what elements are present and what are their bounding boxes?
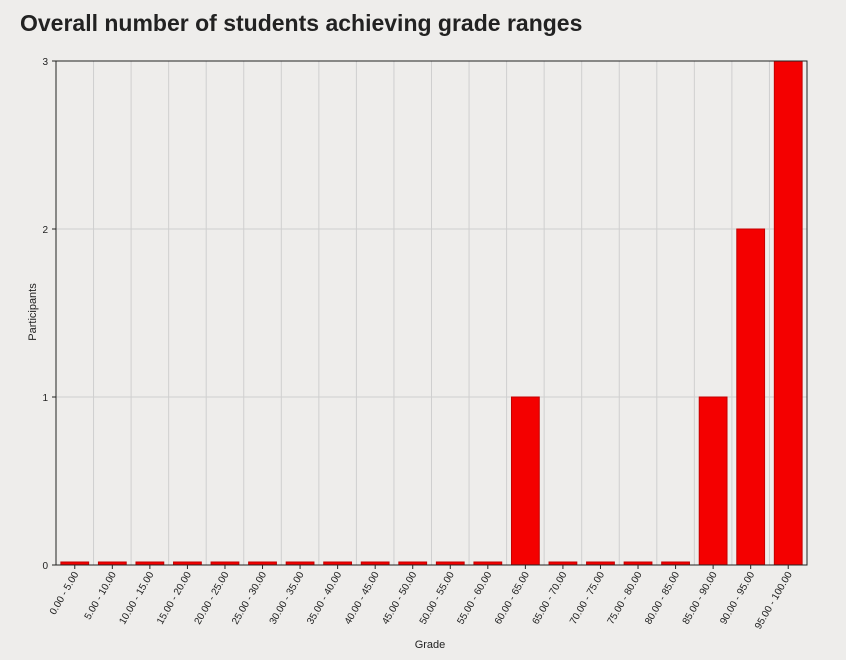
x-tick-label: 0.00 - 5.00 [48,570,82,617]
y-tick-label: 1 [42,393,48,404]
bars [60,60,803,566]
x-tick-label: 15.00 - 20.00 [155,570,194,627]
x-tick-label: 35.00 - 40.00 [305,570,344,627]
x-tick-label: 30.00 - 35.00 [268,570,307,627]
y-tick-label: 0 [42,561,48,572]
x-tick-label: 45.00 - 50.00 [380,570,419,627]
x-tick-label: 90.00 - 95.00 [718,570,757,627]
bar [510,396,540,566]
axes [52,60,808,569]
y-tick-labels: 0 1 2 3 [42,57,48,572]
grid-lines [56,61,807,565]
x-tick-label: 5.00 - 10.00 [83,570,119,622]
x-tick-label: 25.00 - 30.00 [230,570,269,627]
x-tick-label: 60.00 - 65.00 [493,570,532,627]
x-tick-label: 75.00 - 80.00 [606,570,645,627]
x-tick-label: 85.00 - 90.00 [681,570,720,627]
bar [698,396,728,566]
y-axis-label: Participants [27,283,39,341]
plot-frame [55,60,808,566]
x-tick-label: 50.00 - 55.00 [418,570,457,627]
x-axis-label: Grade [415,639,446,651]
x-tick-label: 80.00 - 85.00 [643,570,682,627]
x-tick-label: 55.00 - 60.00 [455,570,494,627]
y-tick-label: 3 [42,57,48,68]
x-tick-label: 70.00 - 75.00 [568,570,607,627]
bar [773,60,803,566]
x-tick-label: 10.00 - 15.00 [117,570,156,627]
x-tick-label: 40.00 - 45.00 [343,570,382,627]
x-tick-label: 65.00 - 70.00 [531,570,570,627]
y-tick-label: 2 [42,225,48,236]
bar [736,228,766,566]
chart-title: Overall number of students achieving gra… [20,10,583,36]
x-tick-label: 95.00 - 100.00 [753,570,795,632]
x-tick-label: 20.00 - 25.00 [193,570,232,627]
